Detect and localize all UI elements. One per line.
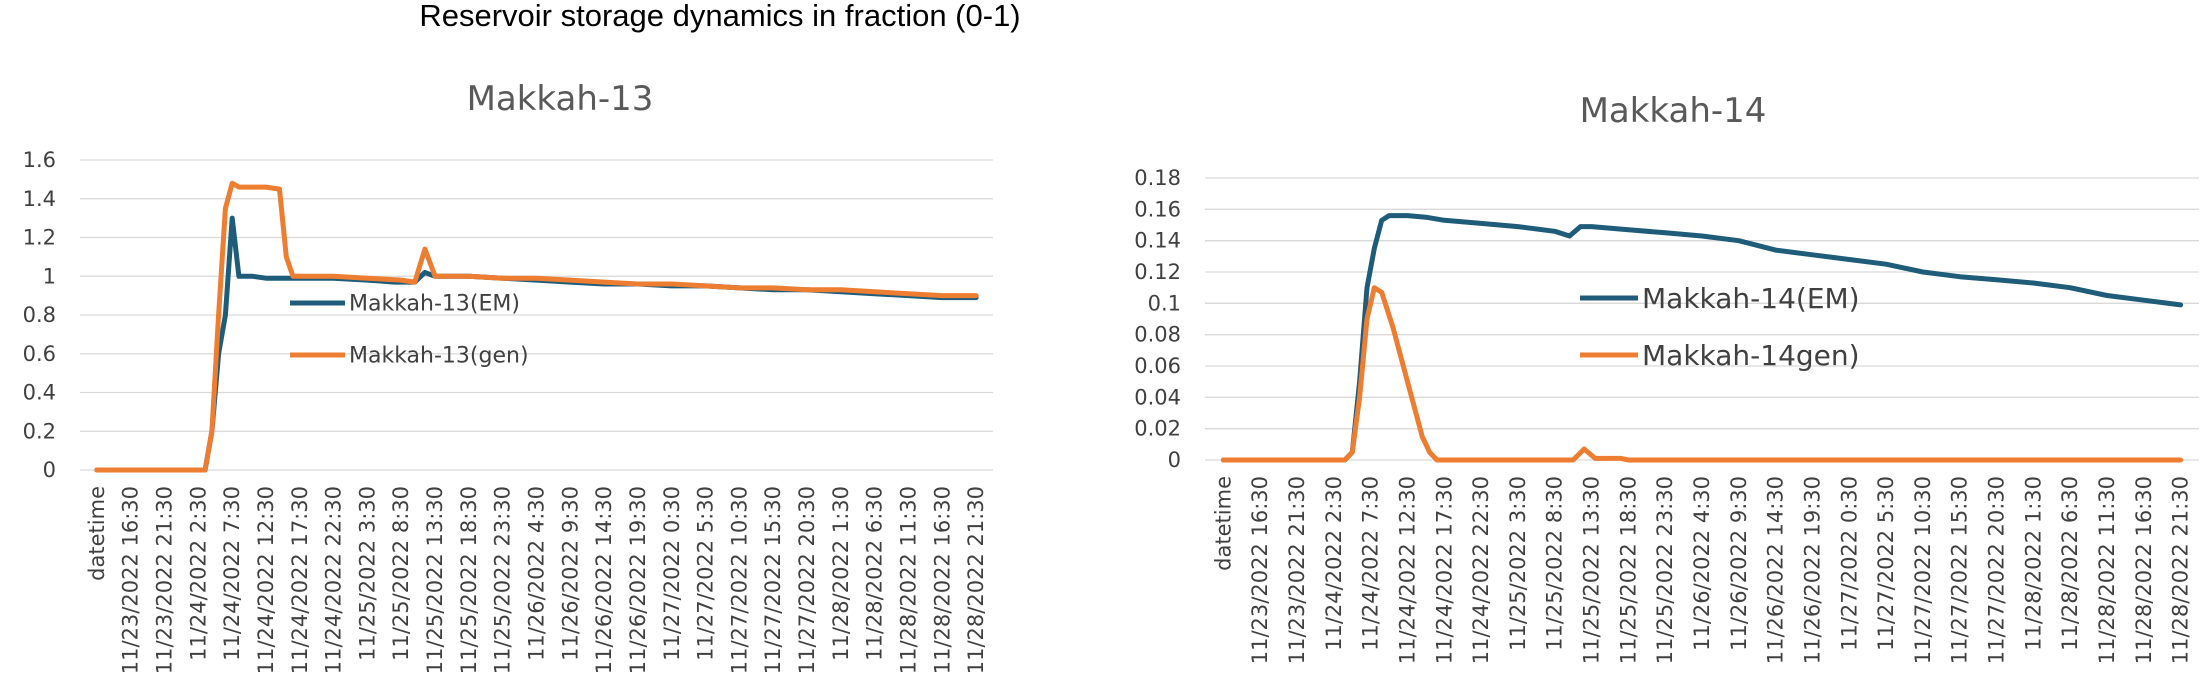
x-tick-label: 11/24/2022 2:30	[186, 486, 210, 661]
legend-label: Makkah-13(gen)	[349, 344, 529, 369]
chart-makkah-14: Makkah-14 0 0.02 0.04 0.06 0.08 0.1 0.12 0.14 0.1…	[1134, 91, 2199, 664]
x-tick-label: 11/24/2022 17:30	[288, 486, 312, 674]
y-tick-label: 1.2	[23, 226, 56, 250]
x-tick-label: 11/28/2022 11:30	[2095, 476, 2119, 664]
x-tick-label: 11/26/2022 9:30	[558, 486, 582, 661]
x-tick-label: 11/27/2022 15:30	[1948, 476, 1972, 664]
x-tick-label: 11/24/2022 2:30	[1322, 476, 1346, 651]
y-tick-label: 0.04	[1134, 385, 1181, 409]
y-tick-label: 1.4	[23, 187, 56, 211]
x-tick-label: 11/24/2022 7:30	[1359, 476, 1383, 651]
y-tick-label: 0.1	[1148, 291, 1181, 315]
y-tick-label: 0.18	[1134, 166, 1181, 190]
main-title: Reservoir storage dynamics in fraction (…	[419, 0, 1021, 33]
x-tick-label: 11/28/2022 21:30	[2169, 476, 2193, 664]
chart-title: Makkah-13	[467, 79, 654, 119]
x-tick-label: 11/25/2022 3:30	[1506, 476, 1530, 651]
x-tick-label: 11/27/2022 20:30	[795, 486, 819, 674]
x-tick-label: 11/27/2022 0:30	[660, 486, 684, 661]
x-tick-label: 11/25/2022 8:30	[1543, 476, 1567, 651]
x-tick-label: 11/27/2022 15:30	[761, 486, 785, 674]
x-tick-label: 11/25/2022 3:30	[355, 486, 379, 661]
chart-title: Makkah-14	[1580, 91, 1767, 131]
y-tick-label: 1	[43, 264, 56, 288]
x-tick-label: 11/26/2022 4:30	[525, 486, 549, 661]
y-tick-label: 0.2	[23, 419, 56, 443]
y-tick-label: 0.16	[1134, 197, 1181, 221]
x-tick-label: 11/27/2022 20:30	[1985, 476, 2009, 664]
y-tick-label: 1.6	[23, 148, 56, 172]
y-tick-label: 0.6	[23, 342, 56, 366]
x-tick-label: 11/27/2022 0:30	[1837, 476, 1861, 651]
x-tick-label: 11/26/2022 4:30	[1690, 476, 1714, 651]
x-tick-label: 11/24/2022 12:30	[1395, 476, 1419, 664]
y-tick-label: 0	[1168, 448, 1181, 472]
x-tick-label: datetime	[85, 486, 109, 581]
legend-label: Makkah-14gen)	[1642, 339, 1860, 372]
y-tick-label: 0	[43, 458, 56, 482]
x-tick-label: 11/25/2022 18:30	[1616, 476, 1640, 664]
x-tick-label: 11/28/2022 6:30	[2058, 476, 2082, 651]
x-tick-label: 11/24/2022 22:30	[1469, 476, 1493, 664]
x-tick-label: 11/27/2022 5:30	[694, 486, 718, 661]
y-tick-label: 0.8	[23, 303, 56, 327]
x-tick-label: 11/27/2022 10:30	[727, 486, 751, 674]
x-tick-label: 11/25/2022 23:30	[491, 486, 515, 674]
series-line-em	[94, 215, 979, 473]
x-tick-label: 11/26/2022 14:30	[1764, 476, 1788, 664]
x-tick-label: 11/27/2022 5:30	[1874, 476, 1898, 651]
x-tick-label: 11/27/2022 10:30	[1911, 476, 1935, 664]
x-tick-label: 11/25/2022 13:30	[1580, 476, 1604, 664]
y-tick-label: 0.02	[1134, 417, 1181, 441]
x-tick-label: 11/23/2022 16:30	[119, 486, 143, 674]
x-tick-label: 11/28/2022 16:30	[2132, 476, 2156, 664]
x-tick-label: 11/28/2022 21:30	[964, 486, 988, 674]
y-tick-label: 0.14	[1134, 229, 1181, 253]
x-tick-label: 11/26/2022 19:30	[626, 486, 650, 674]
y-tick-label: 0.12	[1134, 260, 1181, 284]
x-tick-label: 11/28/2022 1:30	[2021, 476, 2045, 651]
x-tick-label: 11/26/2022 14:30	[592, 486, 616, 674]
y-tick-label: 0.08	[1134, 323, 1181, 347]
x-tick-label: 11/28/2022 6:30	[863, 486, 887, 661]
x-tick-label: 11/26/2022 9:30	[1727, 476, 1751, 651]
x-tick-label: 11/23/2022 16:30	[1248, 476, 1272, 664]
x-tick-label: 11/24/2022 22:30	[322, 486, 346, 674]
x-tick-label: 11/25/2022 23:30	[1653, 476, 1677, 664]
x-tick-label: 11/28/2022 16:30	[930, 486, 954, 674]
series-line-gen	[1220, 285, 2184, 463]
x-tick-label: 11/23/2022 21:30	[1285, 476, 1309, 664]
y-tick-label: 0.4	[23, 381, 56, 405]
series-line-gen	[94, 180, 979, 473]
x-tick-label: 11/25/2022 13:30	[423, 486, 447, 674]
x-tick-label: 11/24/2022 12:30	[254, 486, 278, 674]
legend-label: Makkah-14(EM)	[1642, 282, 1860, 315]
x-tick-label: 11/28/2022 11:30	[896, 486, 920, 674]
x-tick-label: 11/24/2022 17:30	[1432, 476, 1456, 664]
chart-makkah-13: Makkah-13 0 0.2 0.4 0.6 0.8 1 1.2 1.4 1.6 datetime…	[23, 79, 993, 674]
x-tick-label: 11/25/2022 18:30	[457, 486, 481, 674]
x-tick-label: 11/24/2022 7:30	[220, 486, 244, 661]
y-tick-label: 0.06	[1134, 354, 1181, 378]
x-tick-label: 11/25/2022 8:30	[389, 486, 413, 661]
x-tick-label: datetime	[1211, 476, 1235, 571]
x-tick-label: 11/28/2022 1:30	[829, 486, 853, 661]
x-tick-label: 11/23/2022 21:30	[153, 486, 177, 674]
legend-label: Makkah-13(EM)	[349, 292, 520, 317]
x-tick-label: 11/26/2022 19:30	[1800, 476, 1824, 664]
